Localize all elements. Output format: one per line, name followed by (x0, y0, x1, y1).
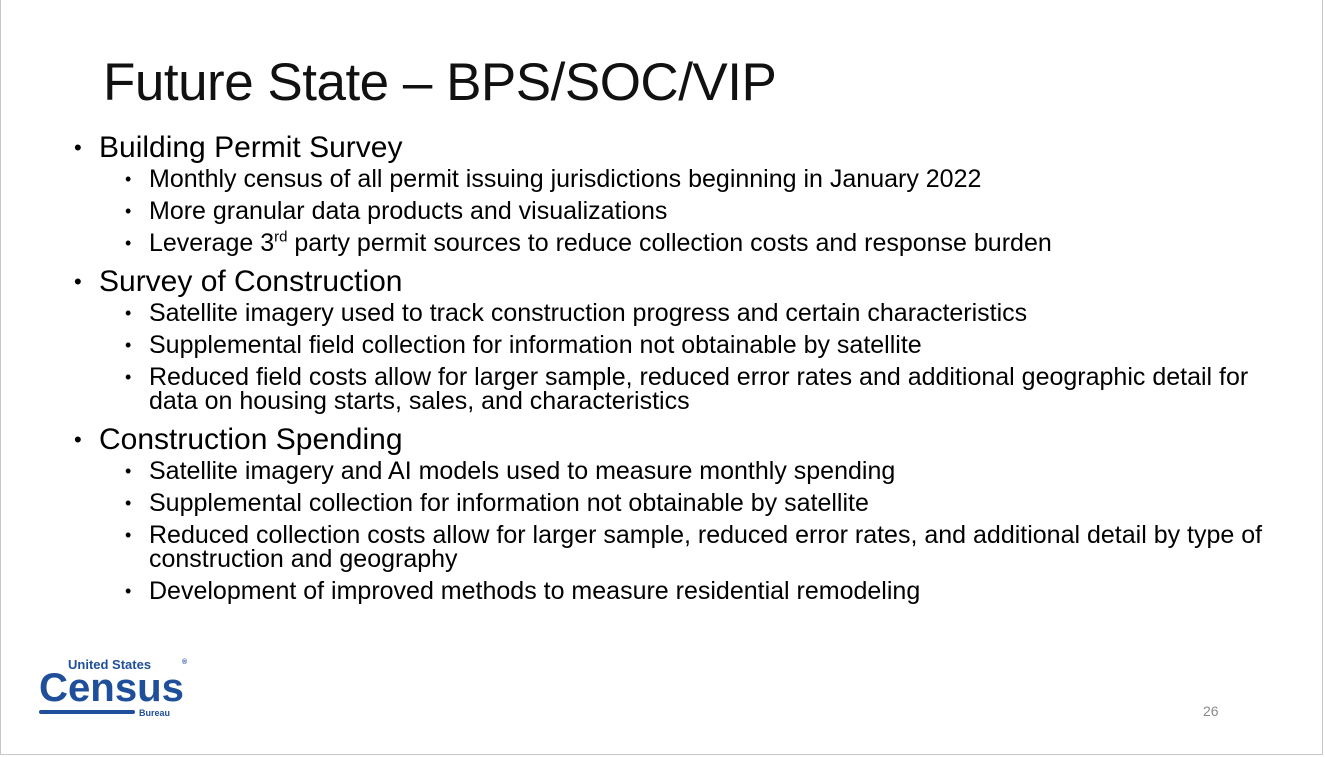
bullet-text: Development of improved methods to measu… (149, 577, 921, 605)
bullet-level2: • Satellite imagery used to track constr… (125, 299, 1284, 327)
bullet-level2: • Supplemental collection for informatio… (125, 489, 1284, 517)
slide-title: Future State – BPS/SOC/VIP (103, 53, 777, 112)
bullet-dot: • (125, 493, 132, 513)
bullet-dot: • (74, 269, 82, 294)
bullet-text: Supplemental field collection for inform… (149, 331, 922, 359)
section-heading: Survey of Construction (99, 265, 403, 298)
bullet-dot: • (125, 303, 132, 323)
bullet-text: Reduced field costs allow for larger sam… (149, 363, 1249, 415)
bullet-dot: • (125, 335, 132, 355)
bullet-dot: • (74, 135, 82, 160)
bullet-dot: • (125, 201, 132, 221)
section-construction-spending: • Construction Spending • Satellite imag… (74, 421, 1284, 605)
bullet-dot: • (125, 367, 132, 387)
bullet-text: Reduced collection costs allow for large… (149, 521, 1263, 573)
bullet-level2: • Development of improved methods to mea… (125, 577, 1284, 605)
bullet-text: Monthly census of all permit issuing jur… (149, 165, 982, 193)
page-number: 26 (1203, 703, 1219, 719)
bullet-level2: • Reduced field costs allow for larger s… (125, 363, 1284, 415)
section-heading: Construction Spending (99, 423, 403, 456)
bullet-dot: • (125, 169, 132, 189)
section-building-permit-survey: • Building Permit Survey • Monthly censu… (74, 129, 1284, 257)
bullet-level1: • Building Permit Survey (74, 129, 1284, 167)
bullet-text-post: party permit sources to reduce collectio… (287, 229, 1052, 257)
logo-underline (39, 710, 135, 714)
bullet-text: More granular data products and visualiz… (149, 197, 668, 225)
census-bureau-logo: United States ® Census Bureau (39, 657, 188, 718)
bullet-level1: • Survey of Construction (74, 263, 1284, 301)
logo-top-text: United States (68, 657, 151, 672)
bullet-dot: • (125, 581, 132, 601)
bullet-level2: • More granular data products and visual… (125, 197, 1284, 225)
bullet-text-superscript: rd (274, 228, 288, 246)
bullet-dot: • (125, 461, 132, 481)
bullet-dot: • (125, 525, 132, 545)
section-heading: Building Permit Survey (99, 131, 403, 164)
bullet-dot: • (74, 427, 82, 452)
logo-registered-mark: ® (182, 658, 188, 666)
bullet-text: Supplemental collection for information … (149, 489, 869, 517)
bullet-level2: • Leverage 3rd party permit sources to r… (125, 228, 1284, 257)
section-survey-of-construction: • Survey of Construction • Satellite ima… (74, 263, 1284, 415)
bullet-level2: • Supplemental field collection for info… (125, 331, 1284, 359)
slide-content: • Building Permit Survey • Monthly censu… (74, 127, 1284, 611)
bullet-level2: • Satellite imagery and AI models used t… (125, 457, 1284, 485)
logo-bottom-text: Bureau (139, 708, 170, 718)
bullet-text: Satellite imagery and AI models used to … (149, 457, 896, 485)
bullet-text-pre: Leverage 3 (149, 229, 275, 257)
bullet-dot: • (125, 233, 132, 253)
bullet-level2: • Monthly census of all permit issuing j… (125, 165, 1284, 193)
bullet-level1: • Construction Spending (74, 421, 1284, 459)
bullet-level2: • Reduced collection costs allow for lar… (125, 521, 1284, 573)
bullet-text: Satellite imagery used to track construc… (149, 299, 1028, 327)
logo-main-text: Census (39, 666, 184, 710)
